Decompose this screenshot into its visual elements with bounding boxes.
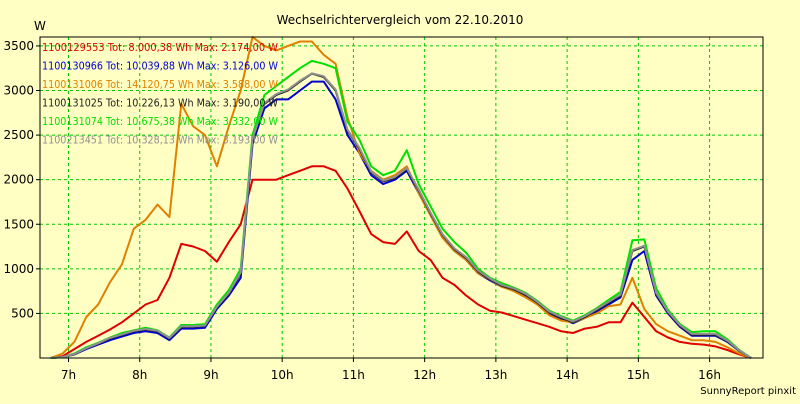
y-tick-label-3: 2000 bbox=[3, 173, 34, 187]
legend-entry-2: 1100131006 Tot: 14.120,75 Wh Max: 3.588,… bbox=[42, 78, 278, 91]
legend-entry-4: 1100131074 Tot: 10.675,38 Wh Max: 3.332,… bbox=[42, 115, 278, 128]
x-tick-label-5: 12h bbox=[413, 368, 436, 382]
legend: 1100129553 Tot: 8.000,38 Wh Max: 2.174,0… bbox=[42, 41, 278, 147]
y-tick-labels: 500 1000 1500 2000 2500 3000 3500 bbox=[3, 39, 40, 320]
x-tick-label-2: 9h bbox=[203, 368, 218, 382]
x-tick-label-1: 8h bbox=[132, 368, 147, 382]
x-tick-labels: 7h 8h 9h 10h 11h 12h 13h 14h 15h 16h bbox=[61, 358, 721, 382]
series-line-2 bbox=[50, 36, 752, 359]
legend-entry-3: 1100131025 Tot: 10.226,13 Wh Max: 3.190,… bbox=[42, 97, 278, 110]
x-tick-label-7: 14h bbox=[556, 368, 579, 382]
x-tick-label-4: 11h bbox=[342, 368, 365, 382]
y-tick-label-2: 1500 bbox=[3, 217, 34, 231]
series-line-5 bbox=[50, 72, 752, 359]
y-tick-label-4: 2500 bbox=[3, 128, 34, 142]
footer-credit: SunnyReport pinxit bbox=[700, 386, 796, 397]
series-lines bbox=[50, 36, 752, 359]
y-tick-label-5: 3000 bbox=[3, 84, 34, 98]
series-line-0 bbox=[50, 165, 752, 359]
x-tick-label-8: 15h bbox=[627, 368, 650, 382]
x-tick-label-3: 10h bbox=[271, 368, 294, 382]
x-tick-label-6: 13h bbox=[484, 368, 507, 382]
x-tick-label-9: 16h bbox=[698, 368, 721, 382]
y-tick-label-0: 500 bbox=[11, 306, 34, 320]
legend-entry-1: 1100130966 Tot: 10.039,88 Wh Max: 3.126,… bbox=[42, 60, 278, 73]
series-line-1 bbox=[50, 80, 752, 359]
chart-title: Wechselrichtervergleich vom 22.10.2010 bbox=[277, 13, 524, 27]
plot-frame bbox=[39, 36, 764, 359]
y-axis-label: W bbox=[34, 19, 46, 33]
legend-entry-0: 1100129553 Tot: 8.000,38 Wh Max: 2.174,0… bbox=[42, 41, 278, 54]
y-tick-label-6: 3500 bbox=[3, 39, 34, 53]
x-tick-label-0: 7h bbox=[61, 368, 76, 382]
y-tick-label-1: 1000 bbox=[3, 262, 34, 276]
legend-entry-5: 1100213451 Tot: 10.328,13 Wh Max: 3.193,… bbox=[42, 134, 278, 147]
grid bbox=[40, 37, 763, 358]
